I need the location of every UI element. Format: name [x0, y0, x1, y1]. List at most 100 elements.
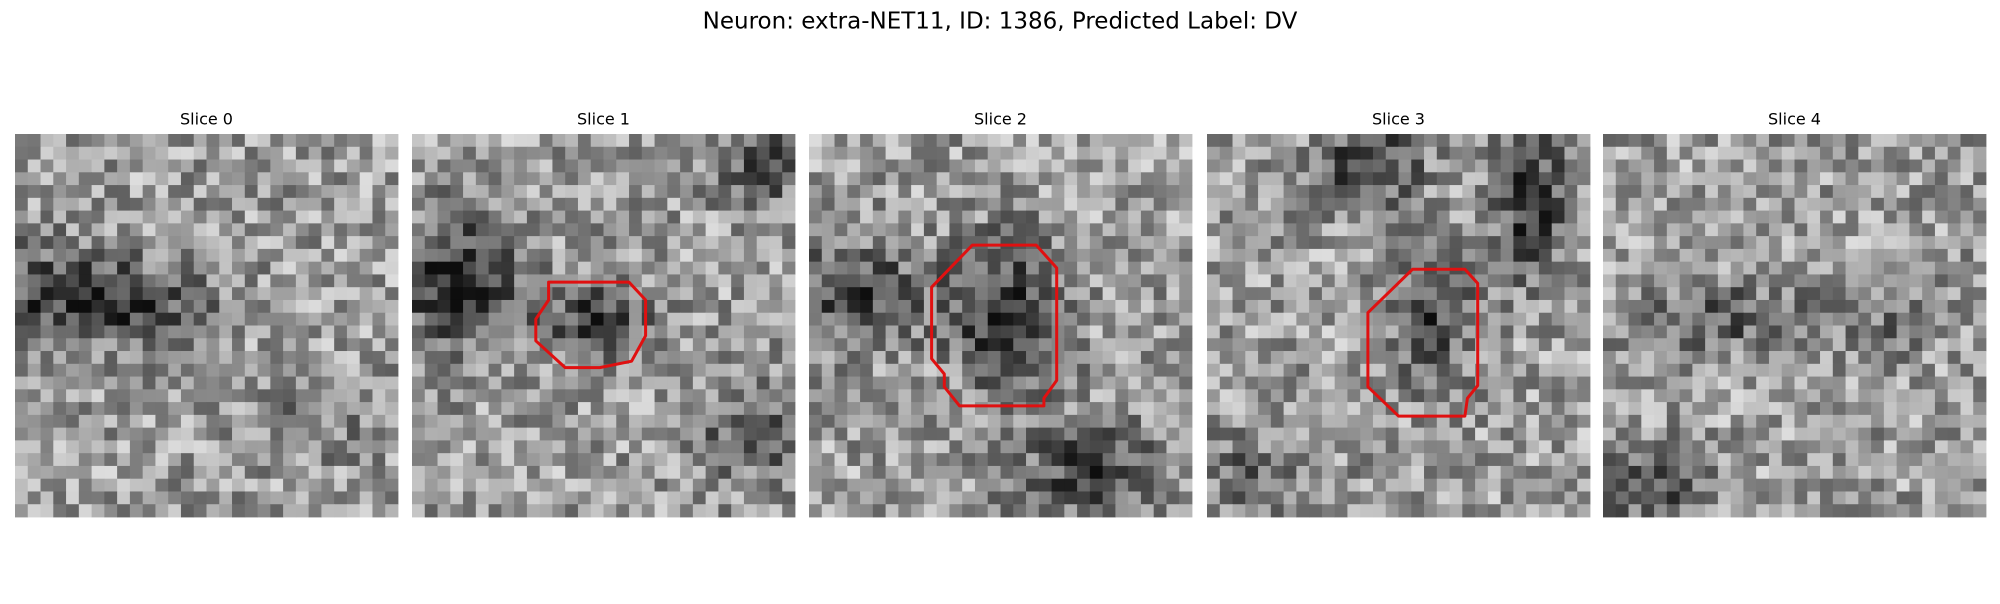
pixel: [1781, 491, 1795, 505]
pixel: [91, 363, 105, 377]
pixel: [987, 427, 1001, 441]
pixel: [834, 453, 848, 467]
pixel: [104, 159, 118, 173]
pixel: [104, 287, 118, 301]
pixel: [743, 402, 758, 416]
pixel: [1743, 351, 1757, 365]
pixel: [1462, 236, 1476, 250]
pixel: [321, 325, 335, 339]
pixel: [1487, 351, 1502, 365]
pixel: [603, 338, 617, 352]
pixel: [385, 414, 399, 429]
pixel: [565, 376, 579, 390]
pixel: [1179, 440, 1193, 454]
pixel: [1245, 338, 1259, 352]
pixel: [1692, 402, 1706, 416]
pixel: [731, 134, 745, 148]
pixel: [1102, 440, 1116, 454]
pixel: [1909, 146, 1923, 160]
pixel: [1115, 159, 1129, 173]
pixel: [641, 402, 655, 416]
pixel: [1947, 478, 1961, 492]
pixel: [552, 312, 566, 326]
pixel: [616, 312, 630, 326]
pixel: [1038, 172, 1052, 186]
pixel: [1845, 389, 1859, 403]
pixel: [488, 261, 502, 275]
pixel: [718, 299, 732, 314]
pixel: [1960, 478, 1974, 492]
pixel: [1179, 248, 1193, 263]
pixel: [756, 312, 770, 326]
pixel: [769, 236, 783, 250]
pixel: [1743, 185, 1757, 199]
pixel: [1973, 402, 1987, 416]
pixel: [872, 223, 886, 237]
pixel: [1730, 146, 1744, 160]
pixel: [1334, 338, 1348, 352]
pixel: [180, 287, 195, 301]
pixel: [1102, 414, 1116, 429]
pixel: [1115, 185, 1129, 199]
pixel: [1973, 453, 1987, 467]
pixel: [1219, 440, 1233, 454]
pixel: [847, 312, 861, 326]
pixel: [514, 197, 528, 211]
pixel: [1398, 299, 1412, 314]
pixel: [705, 427, 719, 441]
pixel: [334, 491, 348, 505]
pixel: [450, 465, 464, 480]
pixel: [1038, 159, 1052, 173]
pixel: [898, 389, 912, 403]
pixel: [1089, 274, 1104, 288]
pixel: [1026, 159, 1040, 173]
pixel: [1564, 363, 1578, 377]
pixel: [359, 402, 373, 416]
pixel: [1232, 287, 1246, 301]
pixel: [155, 440, 169, 454]
pixel: [78, 389, 92, 403]
pixel: [78, 299, 92, 314]
pixel: [1424, 325, 1438, 339]
pixel: [385, 427, 399, 441]
pixel: [15, 414, 29, 429]
pixel: [667, 134, 681, 148]
pixel: [1794, 236, 1808, 250]
pixel: [346, 197, 361, 211]
pixel: [1858, 185, 1872, 199]
pixel: [475, 389, 489, 403]
pixel: [1730, 287, 1744, 301]
pixel: [270, 427, 284, 441]
pixel: [1871, 351, 1885, 365]
pixel: [1717, 504, 1732, 518]
pixel: [244, 197, 258, 211]
pixel: [1705, 504, 1719, 518]
pixel: [1922, 389, 1936, 403]
pixel: [1717, 287, 1732, 301]
pixel: [616, 376, 630, 390]
pixel: [385, 389, 399, 403]
pixel: [15, 351, 29, 365]
pixel: [372, 287, 386, 301]
pixel: [27, 197, 41, 211]
pixel: [911, 223, 925, 237]
pixel: [1756, 389, 1770, 403]
pixel: [782, 465, 796, 480]
pixel: [1845, 210, 1859, 224]
pixel: [1832, 223, 1846, 237]
pixel: [1424, 351, 1438, 365]
pixel: [1692, 338, 1706, 352]
pixel: [1207, 465, 1221, 480]
pixel: [1013, 504, 1027, 518]
pixel: [1411, 134, 1425, 148]
pixel: [193, 210, 207, 224]
pixel: [15, 389, 29, 403]
pixel: [769, 453, 783, 467]
pixel: [257, 427, 271, 441]
pixel: [40, 312, 54, 326]
pixel: [206, 465, 220, 480]
pixel: [27, 465, 41, 480]
pixel: [1577, 223, 1591, 237]
pixel: [1603, 223, 1617, 237]
pixel: [1115, 172, 1129, 186]
